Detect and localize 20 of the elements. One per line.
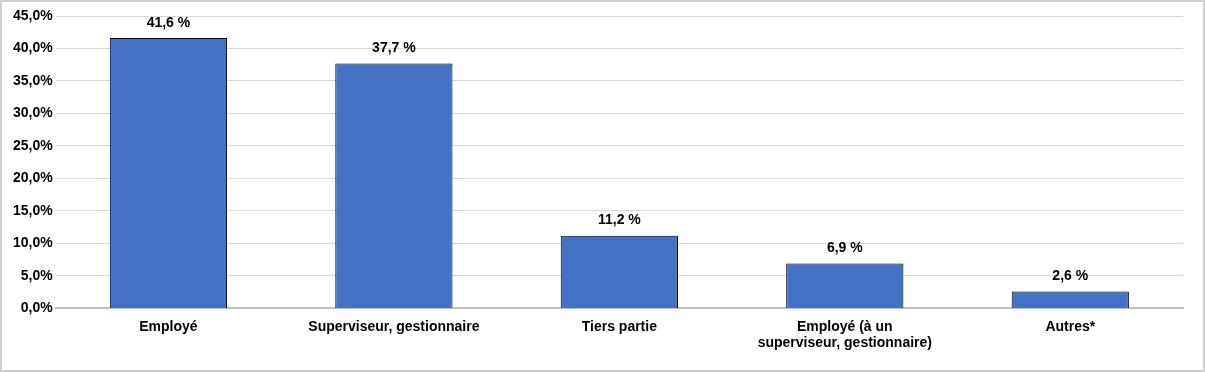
data-label: 41,6 % — [146, 13, 191, 30]
x-tick-label: Tiers partie — [581, 317, 658, 334]
x-tick-label: Superviseur, gestionnaire — [308, 317, 480, 334]
data-label: 11,2 % — [597, 211, 642, 228]
y-tick-label: 15,0% — [12, 201, 54, 218]
x-tick-label: Employé (à un superviseur, gestionnaire) — [757, 317, 932, 351]
x-tick-label: Autres* — [1045, 317, 1096, 334]
y-tick-label: 10,0% — [12, 234, 54, 251]
data-label: 2,6 % — [1052, 267, 1089, 284]
y-tick-label: 35,0% — [12, 71, 54, 88]
y-tick-label: 45,0% — [12, 6, 54, 23]
data-label: 37,7 % — [372, 39, 417, 56]
y-tick-label: 0,0% — [20, 299, 54, 316]
x-tick-label: Employé — [139, 317, 198, 334]
y-tick-label: 40,0% — [12, 39, 54, 56]
y-tick-label: 20,0% — [12, 169, 54, 186]
y-tick-label: 5,0% — [20, 266, 54, 283]
y-tick-label: 30,0% — [12, 104, 54, 121]
data-label: 6,9 % — [826, 239, 864, 256]
y-tick-label: 25,0% — [12, 136, 54, 153]
